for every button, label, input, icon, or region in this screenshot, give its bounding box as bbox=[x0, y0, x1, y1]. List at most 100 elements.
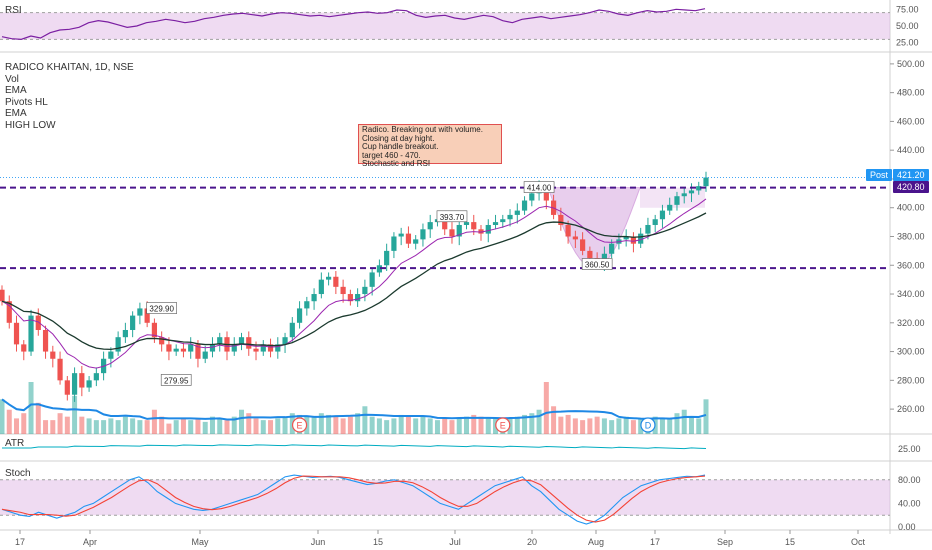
candle-body bbox=[42, 329, 49, 352]
price-tick-label: 300.00 bbox=[897, 347, 925, 357]
volume-bar bbox=[442, 418, 448, 434]
annotation-note[interactable]: Radico. Breaking out with volume. Closin… bbox=[358, 124, 502, 168]
volume-bar bbox=[376, 418, 382, 434]
candle-body bbox=[638, 233, 644, 244]
symbol-line[interactable]: RADICO KHAITAN, 1D, NSE bbox=[5, 62, 134, 73]
candle-body bbox=[282, 337, 288, 345]
candle-body bbox=[195, 344, 201, 359]
price-tick-label: 320.00 bbox=[897, 318, 925, 328]
volume-bar bbox=[79, 416, 85, 434]
handle-shape bbox=[640, 187, 705, 208]
price-tick-label: 460.00 bbox=[897, 116, 925, 126]
candle-body bbox=[13, 322, 20, 345]
volume-bar bbox=[434, 420, 440, 434]
note-line: target 460 - 470. bbox=[362, 150, 421, 160]
pivot-label: 360.50 bbox=[581, 258, 613, 270]
candle-body bbox=[340, 286, 346, 295]
x-tick-label: Jun bbox=[311, 537, 326, 547]
candle-body bbox=[580, 239, 586, 251]
volume-bar bbox=[696, 418, 702, 434]
candle-body bbox=[57, 358, 63, 381]
candle-body bbox=[659, 210, 666, 220]
candle-body bbox=[427, 222, 433, 230]
legend-high-low[interactable]: HIGH LOW bbox=[5, 119, 56, 131]
volume-bar bbox=[50, 420, 56, 434]
candle-body bbox=[35, 315, 41, 330]
candle-body bbox=[6, 301, 12, 323]
volume-ma-line bbox=[1, 398, 707, 421]
volume-bar bbox=[522, 414, 528, 434]
candle-body bbox=[50, 351, 56, 359]
volume-bar bbox=[57, 413, 63, 434]
candle-body bbox=[703, 177, 709, 187]
candle-body bbox=[253, 348, 259, 352]
candle-body bbox=[652, 219, 658, 225]
candle-body bbox=[391, 236, 397, 251]
candle-body bbox=[202, 351, 208, 359]
last-price-tag: 421.20 bbox=[893, 169, 929, 181]
volume-bar bbox=[86, 418, 92, 434]
volume-bar bbox=[151, 409, 157, 434]
candle-body bbox=[558, 214, 564, 225]
pivot-label-text: 414.00 bbox=[527, 184, 552, 193]
volume-bar bbox=[268, 420, 274, 434]
volume-bar bbox=[209, 416, 215, 434]
candle-body bbox=[572, 236, 578, 240]
candle-body bbox=[645, 224, 651, 234]
candle-body bbox=[355, 294, 361, 302]
stoch-band bbox=[0, 479, 890, 516]
legend-vol[interactable]: Vol bbox=[5, 73, 19, 85]
volume-bar bbox=[253, 418, 259, 434]
legend-ema-2[interactable]: EMA bbox=[5, 108, 27, 120]
candle-body bbox=[384, 250, 390, 266]
volume-bar bbox=[101, 420, 107, 434]
pivot-label-box bbox=[436, 210, 468, 223]
candle-body bbox=[238, 337, 245, 345]
candle-body bbox=[122, 329, 128, 338]
volume-bar bbox=[565, 414, 571, 434]
candle-body bbox=[485, 224, 491, 234]
price-tick-label: 440.00 bbox=[897, 145, 925, 155]
pivot-label-text: 329.90 bbox=[149, 305, 174, 314]
candle-body bbox=[180, 348, 187, 352]
volume-bar bbox=[703, 399, 709, 434]
candle-body bbox=[587, 250, 593, 259]
pivot-label-box bbox=[160, 374, 192, 386]
volume-bar bbox=[275, 418, 281, 434]
volume-bar bbox=[173, 420, 179, 434]
volume-bar bbox=[485, 418, 491, 434]
candle-body bbox=[507, 214, 513, 220]
candle-body bbox=[405, 233, 412, 244]
stoch-d-line bbox=[1, 475, 706, 523]
note-line: Radico. Breaking out with volume. bbox=[362, 125, 483, 134]
atr-tick-label: 25.00 bbox=[898, 444, 921, 454]
volume-bar bbox=[427, 418, 433, 434]
x-tick-label: 15 bbox=[373, 537, 383, 547]
volume-bar bbox=[347, 416, 353, 434]
candle-body bbox=[275, 344, 281, 352]
candle-body bbox=[442, 219, 448, 230]
volume-bar bbox=[282, 416, 288, 434]
volume-bar bbox=[623, 416, 629, 434]
x-tick-label: Jul bbox=[449, 537, 461, 547]
pivot-label: 279.95 bbox=[160, 374, 192, 386]
legend-ema-1[interactable]: EMA bbox=[5, 85, 27, 97]
candle-body bbox=[696, 186, 702, 191]
candle-body bbox=[79, 373, 85, 388]
stoch-title: Stoch bbox=[5, 468, 31, 479]
volume-bar bbox=[326, 414, 332, 434]
volume-bar bbox=[601, 418, 607, 434]
candle-body bbox=[543, 187, 549, 201]
candle-body bbox=[304, 301, 310, 309]
candle-body bbox=[311, 294, 317, 302]
legend-pivots[interactable]: Pivots HL bbox=[5, 96, 48, 108]
candle-body bbox=[0, 289, 5, 302]
volume-bar bbox=[391, 418, 397, 434]
volume-bar bbox=[594, 416, 600, 434]
candle-body bbox=[209, 344, 216, 352]
resistance-price-tag: 420.80 bbox=[893, 181, 929, 193]
candle-body bbox=[86, 380, 92, 388]
volume-bar bbox=[587, 418, 593, 434]
volume-bar bbox=[420, 416, 426, 434]
